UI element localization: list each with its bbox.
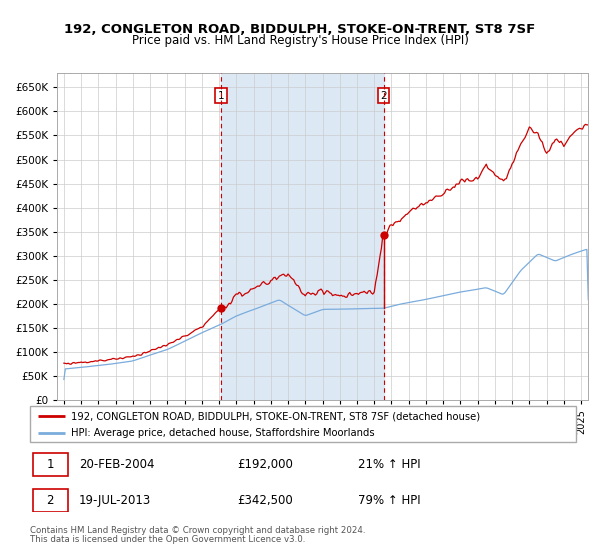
Text: Price paid vs. HM Land Registry's House Price Index (HPI): Price paid vs. HM Land Registry's House … (131, 34, 469, 48)
Text: This data is licensed under the Open Government Licence v3.0.: This data is licensed under the Open Gov… (30, 535, 305, 544)
Text: £192,000: £192,000 (238, 458, 293, 470)
Text: 2: 2 (380, 91, 387, 101)
Text: 79% ↑ HPI: 79% ↑ HPI (358, 494, 420, 507)
Text: 2: 2 (46, 494, 54, 507)
Text: HPI: Average price, detached house, Staffordshire Moorlands: HPI: Average price, detached house, Staf… (71, 428, 374, 438)
Text: 20-FEB-2004: 20-FEB-2004 (79, 458, 155, 470)
FancyBboxPatch shape (33, 489, 68, 512)
Text: £342,500: £342,500 (238, 494, 293, 507)
Text: 192, CONGLETON ROAD, BIDDULPH, STOKE-ON-TRENT, ST8 7SF: 192, CONGLETON ROAD, BIDDULPH, STOKE-ON-… (64, 22, 536, 36)
Text: Contains HM Land Registry data © Crown copyright and database right 2024.: Contains HM Land Registry data © Crown c… (30, 526, 365, 535)
Bar (221, 73, 383, 400)
FancyBboxPatch shape (33, 452, 68, 475)
Text: 1: 1 (46, 458, 54, 470)
Text: 1: 1 (218, 91, 224, 101)
Text: 19-JUL-2013: 19-JUL-2013 (79, 494, 151, 507)
Text: 192, CONGLETON ROAD, BIDDULPH, STOKE-ON-TRENT, ST8 7SF (detached house): 192, CONGLETON ROAD, BIDDULPH, STOKE-ON-… (71, 411, 480, 421)
Text: 21% ↑ HPI: 21% ↑ HPI (358, 458, 420, 470)
FancyBboxPatch shape (30, 406, 576, 442)
